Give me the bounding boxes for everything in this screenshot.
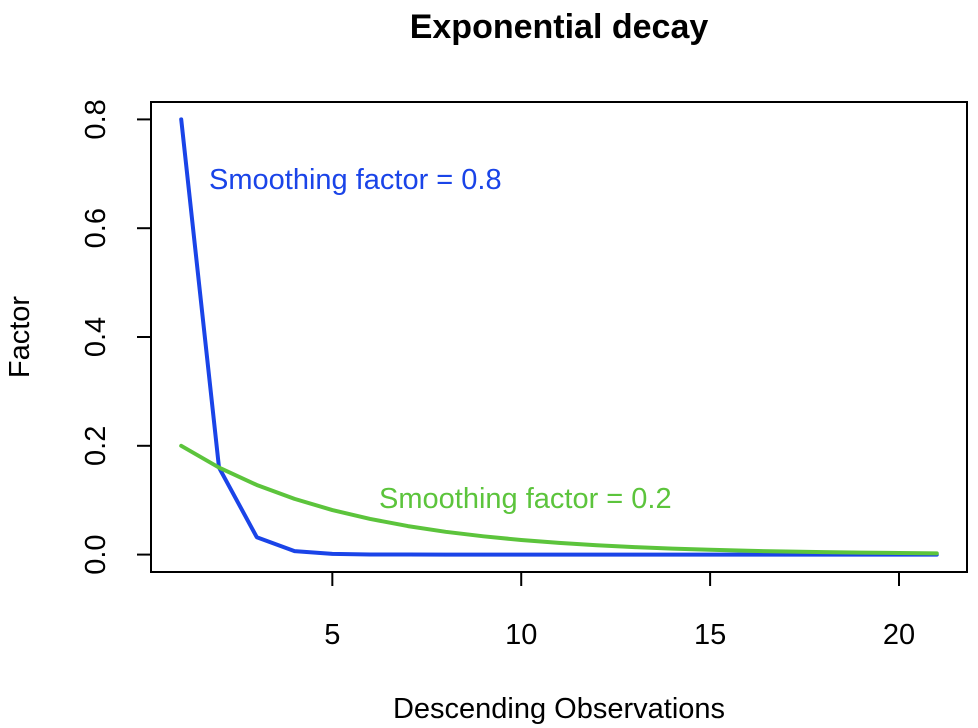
y-tick-label: 0.2: [80, 426, 112, 466]
series-1-point: [746, 552, 750, 557]
series-2-point: [481, 534, 486, 538]
y-axis-label: Factor: [4, 296, 36, 379]
series-2-point: [444, 530, 448, 534]
series-2-point: [292, 497, 297, 501]
x-tick-label: 20: [883, 619, 915, 651]
series-2-point: [746, 549, 750, 553]
y-tick-label: 0.0: [80, 534, 112, 574]
series-1-point: [670, 552, 674, 557]
series-2-point: [519, 538, 523, 542]
series-1-point: [519, 552, 523, 557]
series-1-point: [632, 552, 637, 557]
x-tick-label: 10: [505, 619, 537, 651]
annotation-layer: Smoothing factor = 0.8 Smoothing factor =…: [209, 164, 672, 515]
series-2-point: [217, 465, 221, 470]
series-2-point: [821, 550, 826, 554]
series-2-point: [255, 483, 259, 487]
series-1-point: [557, 552, 561, 557]
series-2-point: [557, 541, 561, 545]
series-1-point: [444, 552, 448, 557]
series-2: [179, 443, 939, 556]
series-2-point: [784, 549, 788, 554]
series-1-point: [784, 552, 788, 557]
x-tick-label: 15: [694, 619, 726, 651]
series-layer: [179, 117, 939, 557]
series-1-point: [330, 552, 334, 556]
series-1-point: [368, 552, 372, 557]
series-2-point: [670, 547, 674, 551]
annotation-label: Smoothing factor = 0.8: [209, 164, 502, 196]
x-tick-label: 5: [324, 619, 340, 651]
series-1-point: [255, 535, 259, 539]
series-1-point: [708, 552, 712, 557]
x-axis: 5 10 15 20: [324, 571, 915, 651]
series-2-point: [708, 548, 712, 552]
series-2-point: [897, 551, 901, 555]
series-2-point: [632, 545, 637, 549]
series-1-point: [179, 117, 183, 122]
chart-title: Exponential decay: [410, 8, 709, 46]
y-tick-label: 0.8: [80, 99, 112, 139]
series-1-point: [481, 552, 486, 557]
y-tick-label: 0.4: [80, 317, 112, 357]
series-1-point: [595, 552, 599, 557]
annotation-label: Smoothing factor = 0.2: [379, 483, 672, 515]
series-2-point: [935, 551, 939, 555]
x-axis-label: Descending Observations: [393, 693, 725, 725]
series-1-point: [292, 549, 297, 553]
y-tick-label: 0.6: [80, 208, 112, 248]
series-2-point: [179, 444, 183, 448]
series-2-point: [595, 543, 599, 547]
series-2-point: [859, 551, 863, 555]
series-2-point: [406, 524, 410, 528]
y-axis: 0.0 0.2 0.4 0.6 0.8: [80, 99, 152, 575]
series-2-point: [368, 517, 372, 521]
series-2-point: [330, 508, 334, 512]
series-1-point: [406, 552, 410, 557]
